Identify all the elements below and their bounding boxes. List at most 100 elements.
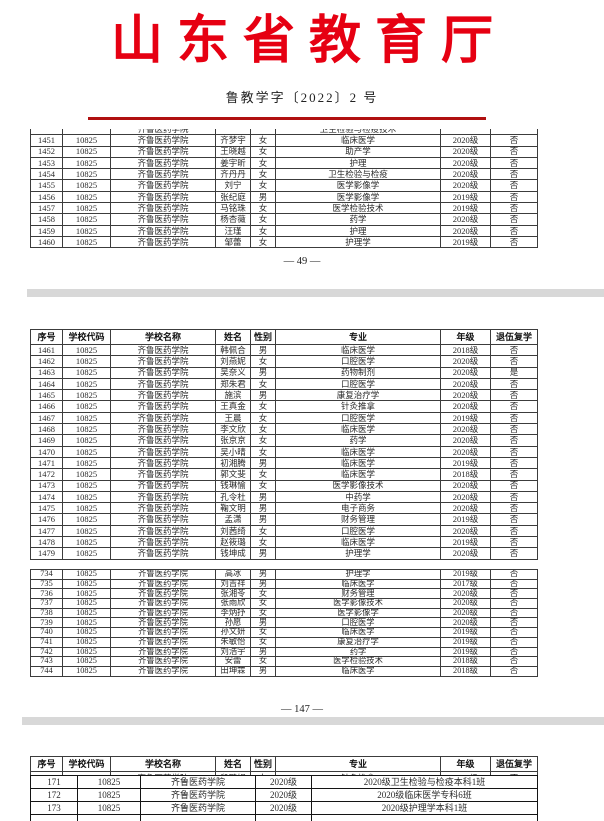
table-header-row: 序号 学校代码 学校名称 姓名 性别 专业 年级 退伍复学 — [30, 756, 538, 772]
table-row: 738 10825 齐鲁医药学院 李炳抒女医学影像学 2020级否 — [30, 607, 538, 619]
table-cell: 刘燕妮 — [215, 355, 251, 368]
table-cell: 临床医学 — [275, 456, 441, 470]
table-cell: 737 — [30, 598, 63, 609]
column-header: 序号 — [30, 329, 63, 345]
table-cell: 男 — [250, 366, 276, 379]
table-cell: 张纪庭 — [215, 190, 251, 204]
table-cell: 2019级 — [440, 627, 491, 638]
table-cell: 2020级 — [440, 168, 491, 181]
table-cell: 口腔医学 — [275, 411, 441, 425]
table-row: 744 10825 齐鲁医药学院 田坤霖男临床医学 2018级否 — [30, 665, 538, 677]
table-cell: 1451 — [30, 134, 63, 147]
column-header: 专业 — [275, 756, 441, 772]
table-cell: 女 — [250, 168, 276, 181]
table-cell: 女 — [250, 524, 276, 538]
table-cell: 护理 — [275, 156, 441, 170]
table-cell: 女 — [250, 134, 276, 147]
table-cell: 否 — [490, 665, 538, 677]
table-cell: 齐鲁医药学院 — [110, 213, 216, 226]
table-cell: 10825 — [62, 145, 111, 158]
table-cell: 助产学 — [275, 145, 441, 158]
table-row: 1475 10825 齐鲁医药学院 鞠文明男电子商务 2020级否 — [30, 502, 538, 515]
table-cell: 张京京 — [215, 434, 251, 447]
student-table-section-2: 序号 学校代码 学校名称 姓名 性别 专业 年级 退伍复学 1461 10825 齐鲁医药学院 韩佩… — [30, 329, 539, 560]
table-cell: 田坤霖 — [215, 665, 251, 677]
table-cell: 齐鲁医药学院 — [110, 456, 216, 470]
table-cell: 齐鲁医药学院 — [110, 168, 216, 181]
table-row: 740 10825 齐鲁医药学院 孙文妍女临床医学 2019级否 — [30, 627, 538, 638]
table-cell: 1458 — [30, 213, 63, 226]
table-cell: 否 — [490, 588, 538, 600]
table-cell: 汪瑾 — [215, 224, 251, 237]
table-cell: 齐鲁医药学院 — [110, 636, 216, 648]
table-cell: 736 — [30, 588, 63, 600]
table-cell: 药学 — [275, 646, 441, 658]
table-cell: 女 — [250, 202, 276, 215]
table-row: 1453 10825 齐鲁医药学院 姜宇昕女护理 2020级否 — [30, 156, 538, 170]
table-cell: 1454 — [30, 168, 63, 181]
table-cell: 1463 — [30, 366, 63, 379]
table-cell: 马铭珠 — [215, 202, 251, 215]
table-cell: 否 — [490, 607, 538, 619]
table-cell: 否 — [490, 524, 538, 538]
table-cell: 1460 — [30, 235, 63, 249]
table-row: 1465 10825 齐鲁医药学院 施滨男康复治疗学 2020级否 — [30, 389, 538, 402]
table-cell: 女 — [250, 479, 276, 492]
table-cell: 齐鲁医药学院 — [110, 578, 216, 590]
table-cell: 2020级 — [440, 423, 491, 436]
table-cell: 男 — [250, 456, 276, 470]
table-cell: 口腔医学 — [275, 355, 441, 368]
table-cell: 10825 — [62, 235, 111, 249]
table-cell: 1473 — [30, 479, 63, 492]
table-cell: 否 — [490, 479, 538, 492]
table-cell: 2020级 — [255, 775, 312, 789]
table-cell: 齐鲁医药学院 — [110, 588, 216, 600]
table-cell: 10825 — [62, 578, 111, 590]
table-cell: 刘吉祥 — [215, 578, 251, 590]
table-cell: 10825 — [62, 524, 111, 538]
table-cell: 10825 — [62, 627, 111, 638]
table-cell: 否 — [490, 156, 538, 170]
table-cell: 女 — [250, 627, 276, 638]
table-cell: 1453 — [30, 156, 63, 170]
table-row: 1460 10825 齐鲁医药学院 邹蕾女护理学 2019级否 — [30, 235, 538, 249]
table-cell: 2020级 — [440, 490, 491, 504]
table-cell: 女 — [250, 445, 276, 458]
table-cell: 孙愿 — [215, 617, 251, 629]
table-cell: 2020级 — [440, 134, 491, 147]
table-cell: 10825 — [62, 490, 111, 504]
table-cell: 医学检验技术 — [275, 202, 441, 215]
table-cell: 741 — [30, 636, 63, 648]
table-cell: 女 — [250, 355, 276, 368]
table-cell: 10825 — [62, 588, 111, 600]
table-cell: 女 — [250, 411, 276, 425]
table-cell: 男 — [250, 490, 276, 504]
table-cell: 齐丹丹 — [215, 168, 251, 181]
table-cell: 齐鲁医药学院 — [110, 400, 216, 413]
table-cell: 女 — [250, 400, 276, 413]
table-cell: 女 — [250, 468, 276, 481]
table-cell: 药物制剂 — [275, 366, 441, 379]
table-cell: 齐鲁医药学院 — [110, 377, 216, 391]
table-cell: 医学检验技术 — [275, 656, 441, 667]
column-header: 性别 — [250, 756, 276, 772]
table-cell: 10825 — [62, 617, 111, 629]
table-row: 1473 10825 齐鲁医药学院 钱琳愉女医学影像技术 2020级否 — [30, 479, 538, 492]
table-cell: 10825 — [62, 547, 111, 560]
table-cell: 吴小晴 — [215, 445, 251, 458]
table-cell: 护理 — [275, 224, 441, 237]
table-cell: 女 — [250, 636, 276, 648]
table-row: 1469 10825 齐鲁医药学院 张京京女药学 2020级否 — [30, 434, 538, 447]
column-header: 退伍复学 — [490, 756, 538, 772]
table-cell: 康复治疗学 — [275, 636, 441, 648]
table-cell: 否 — [490, 617, 538, 629]
table-cell: 2019级 — [440, 569, 491, 580]
table-cell: 1470 — [30, 445, 63, 458]
table-cell: 女 — [250, 156, 276, 170]
table-cell: 杨杏薇 — [215, 213, 251, 226]
table-cell: 10825 — [62, 445, 111, 458]
table-cell: 姜宇昕 — [215, 156, 251, 170]
table-cell — [311, 814, 538, 821]
table-cell: 齐鲁医药学院 — [110, 411, 216, 425]
